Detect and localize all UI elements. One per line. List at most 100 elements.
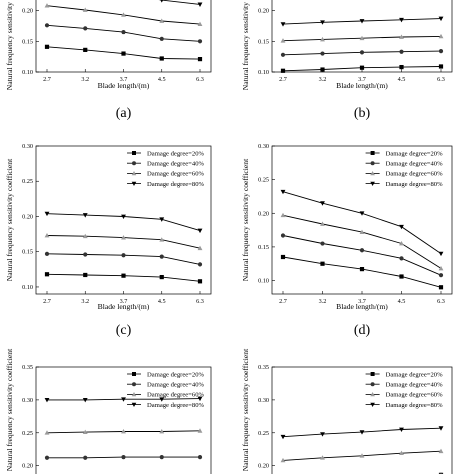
data-point-circle: [121, 29, 126, 35]
data-point-triangle-down: [320, 201, 325, 206]
data-point-triangle-down: [280, 189, 286, 195]
x-tick-label: 2.7: [43, 298, 51, 305]
series-group: [280, 426, 444, 474]
x-axis-title: Blade length/(m): [98, 302, 150, 311]
data-point-triangle-up: [399, 450, 404, 456]
data-point-triangle-up: [44, 430, 50, 435]
y-tick-label: 0.30: [258, 143, 269, 150]
data-point-triangle-up: [438, 33, 444, 39]
panel-label: (d): [354, 323, 371, 338]
data-point-triangle-down: [197, 228, 203, 234]
legend-label: Damage degree=80%: [147, 402, 204, 409]
x-tick-label: 3.2: [81, 76, 89, 83]
series-line-triangle-up: [282, 214, 442, 269]
data-point-triangle-down: [197, 396, 203, 402]
x-tick-label: 4.5: [398, 298, 406, 305]
data-point-triangle-up: [399, 241, 404, 246]
legend-label: Damage degree=60%: [147, 171, 204, 178]
y-tick-label: 0.20: [258, 463, 269, 470]
x-tick-label: 6.3: [437, 76, 445, 83]
data-point-square: [280, 254, 286, 260]
data-point-square: [83, 47, 88, 52]
data-point-circle: [44, 251, 50, 256]
data-point-triangle-up: [159, 18, 165, 23]
data-point-triangle-up: [280, 38, 286, 43]
legend-label: Damage degree=40%: [147, 161, 204, 168]
legend-marker-triangle-up: [370, 171, 375, 176]
y-tick-label: 0.10: [258, 278, 269, 285]
legend-label: Damage degree=60%: [386, 171, 443, 178]
data-point-circle: [121, 253, 126, 258]
data-point-triangle-down: [44, 397, 50, 403]
y-tick-label: 0.15: [22, 38, 33, 45]
data-point-square: [359, 65, 365, 70]
data-point-square: [159, 274, 164, 280]
panel-label: (a): [116, 106, 132, 121]
y-tick-label: 0.10: [22, 284, 33, 291]
legend-label: Damage degree=40%: [386, 382, 443, 389]
data-point-triangle-down: [438, 426, 444, 431]
y-tick-label: 0.35: [22, 364, 33, 371]
x-tick-label: 3.2: [319, 298, 327, 305]
chart-panel-c: 0.10 0.15 0.20 0.25 0.30 2.7 3.2 3.7 4.5 6.3 Damag…: [5, 143, 212, 338]
data-point-square: [320, 67, 325, 72]
x-tick-label: 3.7: [358, 76, 366, 83]
data-point-triangle-down: [438, 16, 444, 22]
y-axis-title: Natural frequency sensitivity coefficien…: [5, 348, 14, 471]
y-tick-label: 0.25: [22, 178, 33, 185]
legend-label: Damage degree=20%: [147, 371, 204, 378]
data-point-triangle-up: [44, 232, 50, 238]
x-tick-label: 2.7: [279, 298, 287, 305]
y-tick-label: 0.25: [22, 430, 33, 437]
y-tick-label: 0.30: [22, 397, 33, 404]
legend-marker-circle: [370, 161, 375, 166]
data-point-square: [399, 274, 404, 279]
legend-marker-triangle-down: [370, 402, 375, 407]
y-tick-label: 0.20: [22, 8, 33, 15]
data-point-triangle-up: [359, 35, 365, 41]
data-point-triangle-up: [399, 34, 404, 39]
data-point-circle: [197, 39, 203, 44]
data-point-square: [83, 272, 88, 278]
legend-label: Damage degree=40%: [386, 161, 443, 168]
data-point-triangle-up: [320, 36, 325, 42]
plot-frame: [271, 145, 453, 295]
legend-label: Damage degree=60%: [386, 392, 443, 399]
y-tick-label: 0.20: [22, 463, 33, 470]
data-point-triangle-down: [159, 397, 165, 402]
y-tick-label: 0.15: [258, 38, 269, 45]
data-point-triangle-down: [320, 432, 325, 437]
data-point-triangle-up: [197, 21, 203, 26]
data-point-triangle-down: [159, 217, 165, 222]
chart-panel-f: 0.20 0.25 0.30 0.35 Damage degree=20% Damage …: [241, 348, 453, 474]
data-point-circle: [320, 241, 325, 246]
data-point-square: [320, 261, 325, 266]
x-tick-label: 4.5: [398, 76, 406, 83]
y-axis-title: Natural frequency sensitivity coefficien…: [241, 158, 250, 281]
data-point-triangle-down: [82, 397, 88, 403]
data-point-triangle-down: [359, 211, 365, 216]
x-axis-title: Blade length/(m): [98, 81, 150, 90]
data-point-circle: [159, 455, 164, 460]
y-tick-label: 0.10: [258, 69, 269, 76]
legend-marker-triangle-up: [131, 392, 137, 397]
data-point-square: [438, 285, 444, 290]
y-tick-label: 0.15: [258, 244, 269, 251]
data-point-circle: [44, 455, 50, 460]
data-point-circle: [197, 262, 203, 267]
data-point-triangle-down: [44, 211, 50, 217]
series-group: [44, 211, 203, 284]
x-tick-label: 4.5: [158, 298, 166, 305]
data-point-triangle-down: [359, 430, 365, 435]
data-point-triangle-down: [121, 214, 126, 219]
panel-label: (c): [116, 323, 132, 338]
x-tick-label: 2.7: [279, 76, 287, 83]
data-point-triangle-down: [160, 0, 164, 3]
x-tick-label: 3.7: [120, 298, 128, 305]
data-point-triangle-down: [320, 20, 325, 25]
y-axis-title: Natural frequency sensitivity coefficien…: [5, 0, 14, 90]
y-tick-label: 0.10: [22, 69, 33, 76]
chart-panel-d: 0.10 0.15 0.20 0.25 0.30 2.7 3.2 3.7 4.5 6.3 Damag…: [241, 143, 453, 338]
y-tick-label: 0.35: [258, 364, 269, 371]
